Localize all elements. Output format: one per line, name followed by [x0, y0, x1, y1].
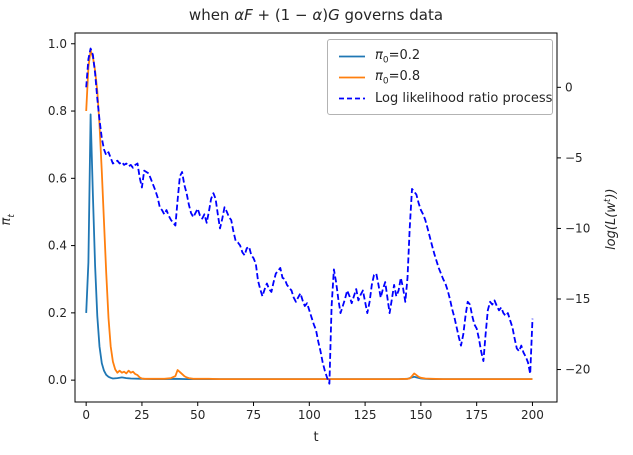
chart-title-segment: when	[188, 6, 235, 24]
legend-label-pi02: π0=0.2	[375, 47, 421, 66]
series-line-1	[85, 49, 533, 381]
legend-item-pi02: π0=0.2	[338, 46, 542, 67]
x-tick-label: 150	[409, 408, 432, 422]
legend-item-pi08: π0=0.8	[338, 67, 542, 88]
x-tick-label: 175	[465, 408, 488, 422]
legend-item-loglik: Log likelihood ratio process	[338, 88, 552, 109]
chart-title-segment: αF	[234, 6, 253, 24]
y-axis-label-right: log(L(wt))	[602, 188, 620, 250]
y-left-tick-label: 0.8	[48, 104, 67, 118]
chart-title-segment: G	[328, 6, 340, 24]
x-tick-label: 75	[246, 408, 261, 422]
legend: π0=0.2 π0=0.8 Log likelihood ratio proce…	[327, 39, 553, 115]
series-line-0	[85, 113, 533, 381]
x-tick-label: 50	[190, 408, 205, 422]
legend-line-pi08-icon	[339, 76, 365, 79]
y-axis-label-left: πt	[0, 214, 17, 226]
x-tick-label: 25	[134, 408, 149, 422]
chart-title: when αF + (1 − α)G governs data	[75, 6, 557, 24]
y-right-tick-label: 0	[565, 80, 573, 94]
y-right-tick-label: −10	[565, 221, 590, 235]
pi-symbol: π	[0, 217, 15, 226]
y-right-tick-label: −15	[565, 292, 590, 306]
chart-title-segment: )	[322, 6, 329, 24]
y-left-tick-label: 0.6	[48, 171, 67, 185]
legend-label-loglik: Log likelihood ratio process	[375, 91, 553, 106]
chart-title-segment: α	[312, 6, 323, 24]
series-line-2	[85, 47, 534, 385]
plot-border	[74, 32, 558, 403]
x-axis-label: t	[313, 430, 319, 445]
y-left-tick-label: 0.2	[48, 306, 67, 320]
legend-line-pi02-icon	[339, 55, 365, 58]
y-right-tick-label: −5	[565, 151, 583, 165]
y-right-tick-label: −20	[565, 363, 590, 377]
y-left-tick-label: 0.4	[48, 239, 67, 253]
y-left-tick-label: 1.0	[48, 37, 67, 51]
y-left-tick-label: 0.0	[48, 373, 67, 387]
x-tick-label: 125	[354, 408, 377, 422]
legend-line-loglik-icon	[339, 97, 365, 100]
chart-title-segment: governs data	[339, 6, 444, 24]
x-tick-label: 0	[82, 408, 90, 422]
x-tick-label: 100	[298, 408, 321, 422]
chart-title-segment: + (1 −	[252, 6, 313, 24]
legend-label-pi08: π0=0.8	[375, 68, 421, 87]
x-tick-label: 200	[521, 408, 544, 422]
